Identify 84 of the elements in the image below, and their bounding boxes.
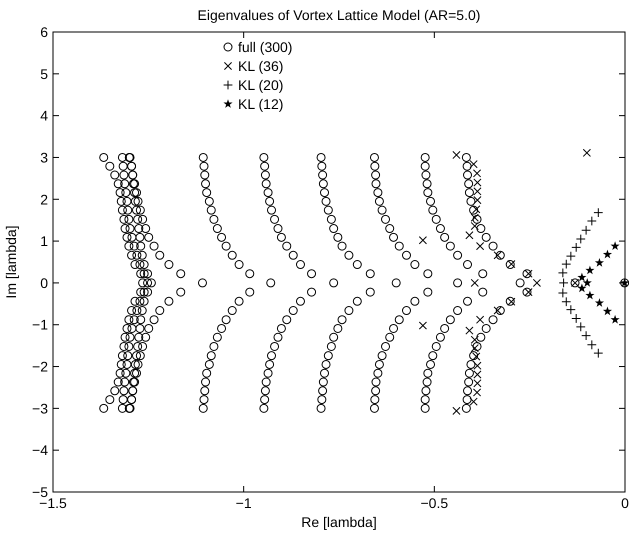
point	[465, 326, 474, 335]
point	[470, 344, 479, 352]
point	[473, 196, 482, 204]
point	[470, 160, 478, 168]
y-tick-label: 3	[40, 149, 48, 166]
point	[586, 340, 597, 350]
y-axis-title: Im [lambda]	[3, 225, 19, 299]
point	[476, 316, 484, 324]
point	[581, 225, 592, 236]
point	[507, 298, 516, 306]
point	[465, 231, 474, 240]
y-tick-label: 1	[40, 233, 48, 250]
x-tick-label: −1	[236, 495, 252, 511]
point	[602, 306, 612, 316]
point	[472, 205, 480, 214]
point	[470, 222, 479, 230]
y-tick-label: −1	[32, 316, 48, 333]
point	[472, 352, 480, 361]
point	[566, 304, 576, 315]
point	[593, 208, 604, 218]
point	[524, 288, 533, 296]
point	[571, 242, 582, 252]
point	[472, 169, 482, 178]
point	[561, 259, 572, 269]
point	[558, 288, 568, 298]
point	[585, 290, 594, 300]
point	[576, 322, 586, 332]
point	[571, 314, 582, 324]
x-axis-title: Re [lambda]	[301, 514, 377, 530]
y-tick-label: 4	[40, 108, 48, 124]
point	[473, 178, 482, 187]
point	[470, 214, 479, 222]
point	[558, 278, 569, 288]
point	[610, 314, 620, 324]
point	[470, 336, 479, 344]
point	[577, 284, 586, 292]
point	[581, 330, 592, 340]
point	[582, 148, 591, 157]
point	[470, 398, 478, 406]
point	[570, 278, 580, 288]
point	[585, 266, 594, 274]
legend-label: KL (12)	[238, 96, 284, 112]
point	[473, 370, 482, 379]
y-tick-label: −5	[32, 484, 48, 500]
chart-title: Eigenvalues of Vortex Lattice Model (AR=5.0)	[198, 7, 480, 23]
y-tick-label: −3	[32, 400, 48, 416]
point	[576, 234, 586, 244]
point	[476, 242, 484, 250]
point	[473, 187, 482, 196]
point	[452, 406, 461, 415]
point	[594, 298, 604, 307]
point	[452, 150, 461, 160]
legend-label: KL (36)	[238, 58, 284, 74]
point	[594, 258, 604, 267]
y-tick-label: 2	[40, 191, 48, 208]
point	[473, 362, 482, 370]
legend-label: KL (20)	[238, 77, 284, 93]
point	[566, 251, 576, 262]
point	[558, 268, 568, 278]
y-tick-label: 0	[40, 274, 48, 291]
point	[593, 348, 604, 358]
legend-label: full (300)	[238, 39, 292, 55]
point	[472, 388, 482, 397]
y-tick-label: −2	[32, 358, 48, 375]
point	[494, 251, 502, 260]
y-tick-label: 6	[40, 24, 48, 40]
point	[532, 278, 542, 288]
x-tick-label: −0.5	[420, 495, 448, 511]
point	[473, 379, 482, 388]
point	[470, 278, 479, 288]
point	[582, 278, 592, 287]
point	[507, 260, 516, 268]
point	[524, 270, 533, 278]
x-tick-label: 0	[621, 495, 629, 511]
point	[577, 272, 586, 282]
point	[602, 250, 612, 258]
point	[418, 321, 427, 330]
point	[561, 296, 572, 307]
point	[418, 236, 427, 244]
point	[494, 306, 502, 315]
point	[610, 241, 620, 250]
point	[586, 216, 597, 226]
y-tick-label: −4	[32, 442, 48, 458]
y-tick-label: 5	[40, 66, 48, 82]
